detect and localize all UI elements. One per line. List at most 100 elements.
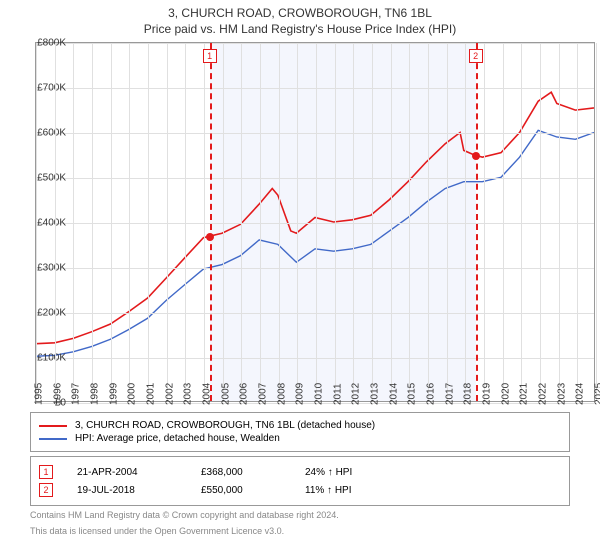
sale-pct-1: 24% ↑ HPI bbox=[305, 467, 385, 478]
line-chart-svg bbox=[36, 43, 594, 401]
gridline-v bbox=[129, 43, 130, 401]
y-axis-label: £400K bbox=[37, 218, 66, 229]
x-axis-label: 2017 bbox=[444, 383, 455, 405]
sale-price-2: £550,000 bbox=[201, 485, 281, 496]
legend-row-series1: 3, CHURCH ROAD, CROWBOROUGH, TN6 1BL (de… bbox=[39, 419, 561, 432]
gridline-v bbox=[316, 43, 317, 401]
y-axis-label: £500K bbox=[37, 173, 66, 184]
sale-dot bbox=[472, 152, 480, 160]
x-axis-label: 2020 bbox=[500, 383, 511, 405]
x-axis-label: 2000 bbox=[127, 383, 138, 405]
y-axis-label: £700K bbox=[37, 83, 66, 94]
gridline-v bbox=[204, 43, 205, 401]
gridline-v bbox=[596, 43, 597, 401]
sale-marker-1: 1 bbox=[39, 465, 53, 479]
legend-label-series1: 3, CHURCH ROAD, CROWBOROUGH, TN6 1BL (de… bbox=[75, 420, 375, 431]
sale-price-1: £368,000 bbox=[201, 467, 281, 478]
gridline-v bbox=[465, 43, 466, 401]
x-axis-label: 2016 bbox=[426, 383, 437, 405]
gridline-v bbox=[148, 43, 149, 401]
line-series bbox=[36, 130, 594, 356]
gridline-h bbox=[36, 178, 594, 179]
sale-date-1: 21-APR-2004 bbox=[77, 467, 177, 478]
sale-date-2: 19-JUL-2018 bbox=[77, 485, 177, 496]
gridline-v bbox=[372, 43, 373, 401]
chart-title: 3, CHURCH ROAD, CROWBOROUGH, TN6 1BL bbox=[0, 0, 600, 20]
x-axis-label: 2023 bbox=[556, 383, 567, 405]
gridline-h bbox=[36, 223, 594, 224]
gridline-v bbox=[540, 43, 541, 401]
x-axis-label: 2019 bbox=[482, 383, 493, 405]
gridline-v bbox=[279, 43, 280, 401]
gridline-v bbox=[73, 43, 74, 401]
sale-vline bbox=[476, 43, 478, 401]
legend-swatch-series1 bbox=[39, 425, 67, 427]
x-axis-label: 2024 bbox=[575, 383, 586, 405]
footnote-line2: This data is licensed under the Open Gov… bbox=[30, 526, 570, 538]
y-axis-label: £200K bbox=[37, 308, 66, 319]
footnote-line1: Contains HM Land Registry data © Crown c… bbox=[30, 510, 570, 522]
x-axis-label: 2007 bbox=[258, 383, 269, 405]
gridline-v bbox=[241, 43, 242, 401]
legend-box: 3, CHURCH ROAD, CROWBOROUGH, TN6 1BL (de… bbox=[30, 412, 570, 452]
x-axis-label: 1996 bbox=[52, 383, 63, 405]
x-axis-label: 2006 bbox=[239, 383, 250, 405]
gridline-h bbox=[36, 268, 594, 269]
x-axis-label: 2018 bbox=[463, 383, 474, 405]
x-axis-label: 2008 bbox=[276, 383, 287, 405]
gridline-v bbox=[167, 43, 168, 401]
x-axis-label: 2015 bbox=[407, 383, 418, 405]
x-axis-label: 2002 bbox=[164, 383, 175, 405]
legend-row-series2: HPI: Average price, detached house, Weal… bbox=[39, 432, 561, 445]
x-axis-label: 1998 bbox=[90, 383, 101, 405]
chart-subtitle: Price paid vs. HM Land Registry's House … bbox=[0, 20, 600, 42]
x-axis-label: 1999 bbox=[108, 383, 119, 405]
gridline-v bbox=[503, 43, 504, 401]
gridline-v bbox=[559, 43, 560, 401]
gridline-v bbox=[409, 43, 410, 401]
x-axis-label: 2025 bbox=[594, 383, 600, 405]
gridline-v bbox=[223, 43, 224, 401]
y-axis-label: £300K bbox=[37, 263, 66, 274]
x-axis-label: 2022 bbox=[538, 383, 549, 405]
sales-table: 1 21-APR-2004 £368,000 24% ↑ HPI 2 19-JU… bbox=[30, 456, 570, 506]
sale-vline bbox=[210, 43, 212, 401]
x-axis-label: 2001 bbox=[146, 383, 157, 405]
gridline-v bbox=[484, 43, 485, 401]
gridline-v bbox=[428, 43, 429, 401]
gridline-v bbox=[185, 43, 186, 401]
legend-swatch-series2 bbox=[39, 438, 67, 440]
y-axis-label: £600K bbox=[37, 128, 66, 139]
x-axis-label: 2003 bbox=[183, 383, 194, 405]
x-axis-label: 2012 bbox=[351, 383, 362, 405]
x-axis-label: 1995 bbox=[34, 383, 45, 405]
x-axis-label: 1997 bbox=[71, 383, 82, 405]
gridline-v bbox=[577, 43, 578, 401]
gridline-v bbox=[335, 43, 336, 401]
gridline-v bbox=[36, 43, 37, 401]
sale-marker-box: 2 bbox=[469, 49, 483, 63]
gridline-h bbox=[36, 133, 594, 134]
x-axis-label: 2013 bbox=[370, 383, 381, 405]
sale-row-1: 1 21-APR-2004 £368,000 24% ↑ HPI bbox=[39, 463, 561, 481]
gridline-v bbox=[353, 43, 354, 401]
gridline-h bbox=[36, 43, 594, 44]
y-axis-label: £100K bbox=[37, 353, 66, 364]
sale-marker-2: 2 bbox=[39, 483, 53, 497]
gridline-h bbox=[36, 88, 594, 89]
legend-label-series2: HPI: Average price, detached house, Weal… bbox=[75, 433, 280, 444]
gridline-v bbox=[92, 43, 93, 401]
sale-pct-2: 11% ↑ HPI bbox=[305, 485, 385, 496]
gridline-h bbox=[36, 358, 594, 359]
line-series bbox=[36, 92, 594, 343]
gridline-v bbox=[55, 43, 56, 401]
gridline-v bbox=[111, 43, 112, 401]
sale-dot bbox=[206, 233, 214, 241]
x-axis-label: 2014 bbox=[388, 383, 399, 405]
x-axis-label: 2011 bbox=[332, 383, 343, 405]
gridline-h bbox=[36, 313, 594, 314]
y-axis-label: £800K bbox=[37, 38, 66, 49]
gridline-v bbox=[521, 43, 522, 401]
gridline-v bbox=[391, 43, 392, 401]
gridline-v bbox=[260, 43, 261, 401]
